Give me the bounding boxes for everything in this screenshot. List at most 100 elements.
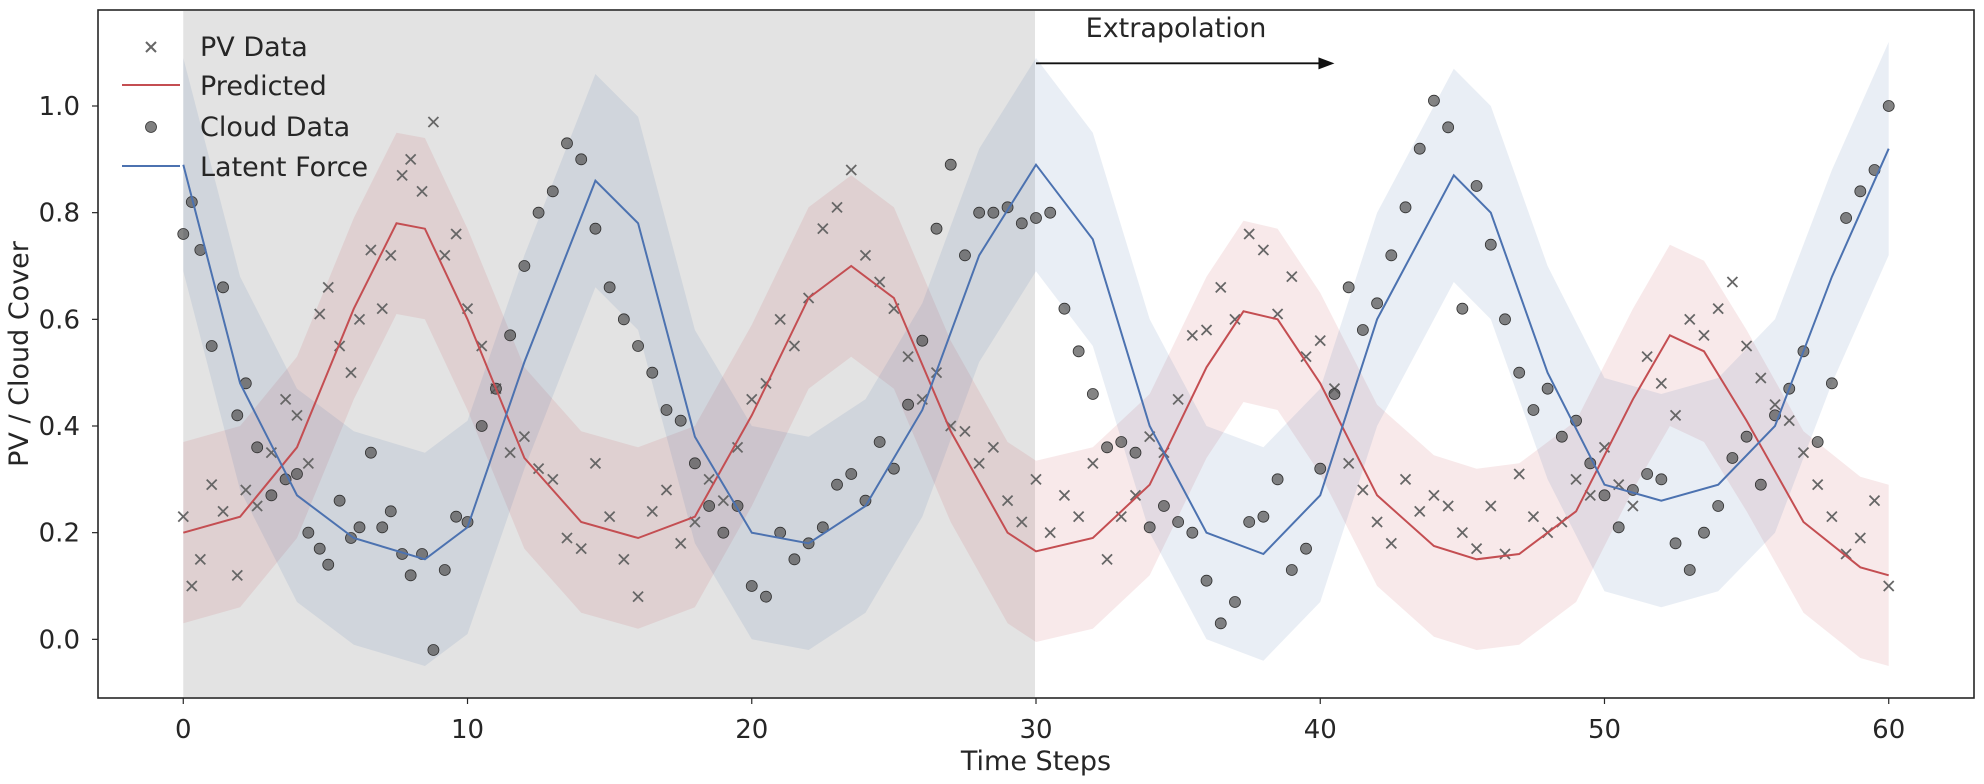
cloud-data-point <box>1740 430 1753 443</box>
pv-data-point <box>1755 372 1767 384</box>
pv-data-point <box>416 185 428 197</box>
cloud-data-point <box>1726 452 1739 464</box>
pv-data-point <box>788 340 801 352</box>
cloud-data-point <box>987 206 1000 219</box>
cloud-data-point <box>1015 217 1028 230</box>
pv-data-point <box>1698 329 1710 341</box>
pv-data-point <box>1826 511 1838 523</box>
cloud-data-point <box>1300 542 1312 555</box>
cloud-data-point <box>251 441 264 454</box>
pv-data-point <box>1215 281 1227 293</box>
cloud-data-point <box>1086 388 1099 400</box>
pv-data-point <box>1129 489 1142 501</box>
cloud-data-point <box>1555 430 1568 443</box>
pv-data-point <box>1030 473 1042 485</box>
cloud-data-point <box>1356 324 1369 336</box>
pv-data-point <box>1485 500 1497 512</box>
cloud-data-point <box>603 281 616 294</box>
pv-data-point <box>1655 377 1667 389</box>
cloud-data-point <box>831 478 843 491</box>
cloud-data-point <box>873 436 886 448</box>
cloud-data-point <box>1683 564 1696 576</box>
pv-data-point <box>632 591 644 603</box>
cloud-data-point <box>1200 574 1213 587</box>
cloud-data-point <box>745 580 758 592</box>
pv-data-point <box>1783 415 1795 427</box>
pv-data-point <box>1271 308 1284 320</box>
cloud-data-point <box>1257 510 1270 523</box>
pv-data-point <box>575 543 587 555</box>
extrapolation-label: Extrapolation <box>1086 13 1267 44</box>
pv-data-point <box>240 484 252 496</box>
cloud-data-point <box>438 564 451 576</box>
cloud-data-point <box>1285 564 1298 576</box>
latent-force-line <box>182 148 1890 561</box>
pv-data-point <box>959 425 971 437</box>
cloud-data-point <box>1698 526 1710 539</box>
cloud-data-point <box>217 281 229 294</box>
cloud-data-point <box>1058 302 1071 315</box>
cloud-data-point <box>1328 388 1341 400</box>
cloud-data-point <box>1342 281 1355 294</box>
cloud-data-point <box>1456 302 1469 315</box>
pv-data-point <box>1286 271 1298 283</box>
cloud-data-point <box>959 249 971 262</box>
pv-data-point <box>291 409 303 421</box>
cloud-data-point <box>1385 249 1398 262</box>
cloud-data-point <box>646 366 659 379</box>
pv-data-point <box>345 367 357 379</box>
pv-data-point <box>1314 335 1326 347</box>
pv-data-point <box>1186 329 1198 341</box>
pv-data-point <box>376 303 388 315</box>
pv-data-point <box>1257 244 1270 256</box>
pv-data-point <box>1357 484 1369 496</box>
cloud-data-point <box>1143 521 1156 534</box>
pv-data-point <box>987 441 1000 453</box>
legend: PV Data Predicted Cloud Data Latent Forc… <box>122 32 368 183</box>
cloud-data-point <box>1428 94 1440 107</box>
pv-data-point <box>302 457 314 469</box>
pv-data-point <box>518 431 531 443</box>
pv-data-point <box>1300 351 1312 363</box>
pv-data-point <box>1072 511 1085 523</box>
cloud-data-point <box>1882 100 1895 112</box>
cloud-data-point <box>1499 313 1511 326</box>
pv-data-point <box>646 505 658 517</box>
pv-data-point <box>845 164 857 176</box>
cloud-data-point <box>231 409 244 422</box>
pv-data-point <box>1414 505 1426 517</box>
pv-data-point <box>1016 516 1028 528</box>
cloud-data-point <box>1158 500 1170 512</box>
pv-data-point <box>1854 532 1866 544</box>
pv-data-points <box>177 116 1895 603</box>
cloud-data-point <box>1854 185 1867 198</box>
pv-data-point <box>1442 500 1454 512</box>
pv-data-point <box>1243 228 1255 240</box>
y-tick-label: 1.0 <box>39 92 80 122</box>
pv-data-point <box>675 537 687 549</box>
pv-data-point <box>476 340 488 352</box>
pv-data-point <box>774 313 786 325</box>
pv-data-point <box>251 500 263 512</box>
cloud-data-point <box>944 158 957 171</box>
cloud-data-point <box>1243 516 1256 528</box>
y-axis: 0.0 0.2 0.4 0.6 0.8 1.0 <box>39 92 98 655</box>
cloud-data-point <box>1712 500 1725 512</box>
pv-data-point <box>1172 393 1184 405</box>
y-tick-label: 0.0 <box>39 625 80 655</box>
pv-data-point <box>1470 543 1483 555</box>
pv-data-point <box>1200 324 1213 336</box>
pv-data-point <box>450 228 462 240</box>
cloud-data-point <box>1754 478 1767 491</box>
extrapolation-arrow-head <box>1318 57 1335 70</box>
cloud-data-point <box>1655 473 1668 486</box>
series-lines <box>182 148 1890 577</box>
cloud-data-point <box>1229 596 1241 608</box>
pv-data-point <box>405 153 417 165</box>
predicted-line <box>183 222 1889 577</box>
pv-data-point <box>973 457 985 469</box>
pv-data-point <box>1812 479 1824 491</box>
cloud-data-point <box>1612 521 1625 534</box>
cloud-data-point <box>364 446 377 459</box>
